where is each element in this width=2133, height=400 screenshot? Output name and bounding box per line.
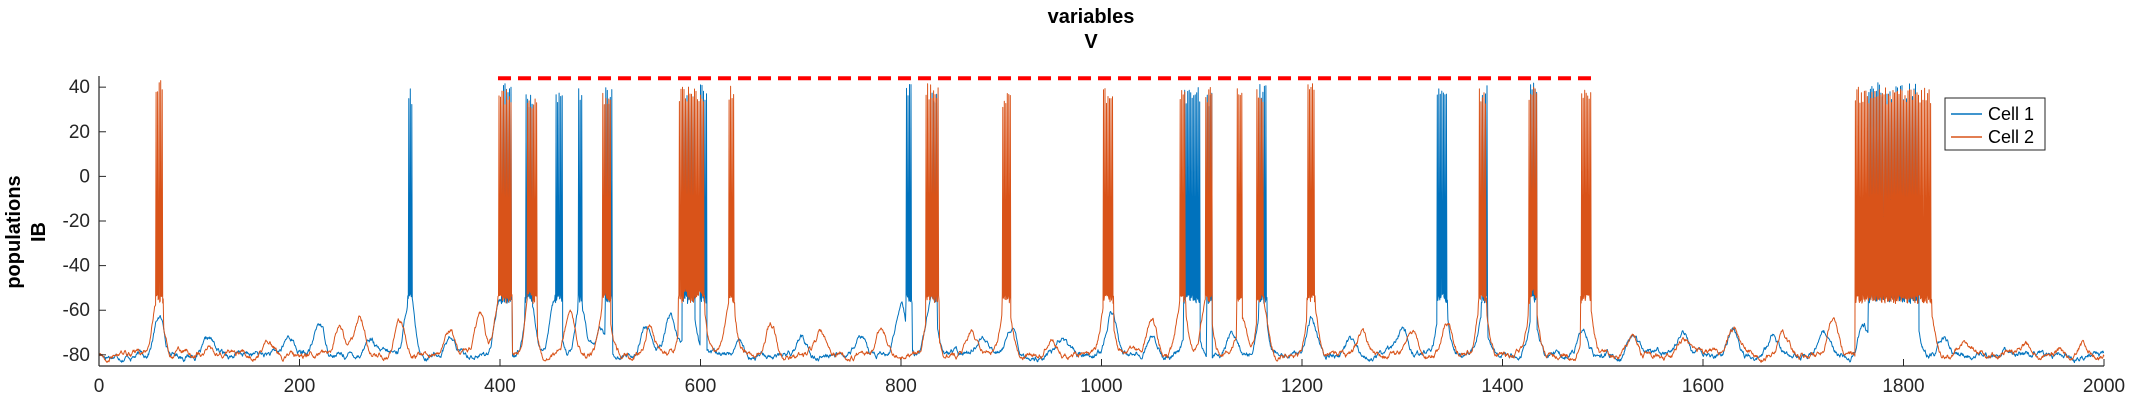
chart-title-line-1: variables bbox=[1048, 6, 1135, 28]
tick-labels: 0 200 400 600 800 1000 1200 1400 1600 1800 2000402… bbox=[63, 77, 2126, 397]
legend-label-cell-1: Cell 1 bbox=[1988, 104, 2034, 124]
y-tick-label: -20 bbox=[63, 211, 90, 232]
series-layer bbox=[98, 80, 2105, 364]
y-tick-label: -60 bbox=[63, 300, 90, 321]
x-tick-label: 400 bbox=[484, 376, 516, 397]
y-axis-label-line-1: populations bbox=[3, 175, 25, 288]
chart-title-line-2: V bbox=[1084, 31, 1098, 53]
y-tick-label: 0 bbox=[79, 166, 90, 187]
axes bbox=[98, 76, 2105, 367]
x-tick-label: 1200 bbox=[1281, 376, 1323, 397]
y-axis-label-line-2: IB bbox=[28, 222, 50, 242]
y-tick-label: -80 bbox=[63, 345, 90, 366]
x-tick-label: 0 bbox=[94, 376, 105, 397]
y-tick-label: 40 bbox=[69, 77, 90, 98]
x-tick-label: 1600 bbox=[1682, 376, 1724, 397]
series-line-2 bbox=[98, 80, 2105, 363]
x-tick-label: 600 bbox=[685, 376, 717, 397]
y-tick-label: 20 bbox=[69, 122, 90, 143]
x-tick-label: 1800 bbox=[1882, 376, 1924, 397]
legend: Cell 1 Cell 2 bbox=[1944, 97, 2046, 151]
legend-box bbox=[1944, 97, 2046, 151]
legend-label-cell-2: Cell 2 bbox=[1988, 127, 2034, 147]
x-tick-label: 800 bbox=[885, 376, 917, 397]
x-tick-label: 200 bbox=[284, 376, 316, 397]
y-tick-label: -40 bbox=[63, 256, 90, 277]
x-tick-label: 1000 bbox=[1080, 376, 1122, 397]
x-tick-label: 1400 bbox=[1481, 376, 1523, 397]
x-tick-label: 2000 bbox=[2083, 376, 2125, 397]
